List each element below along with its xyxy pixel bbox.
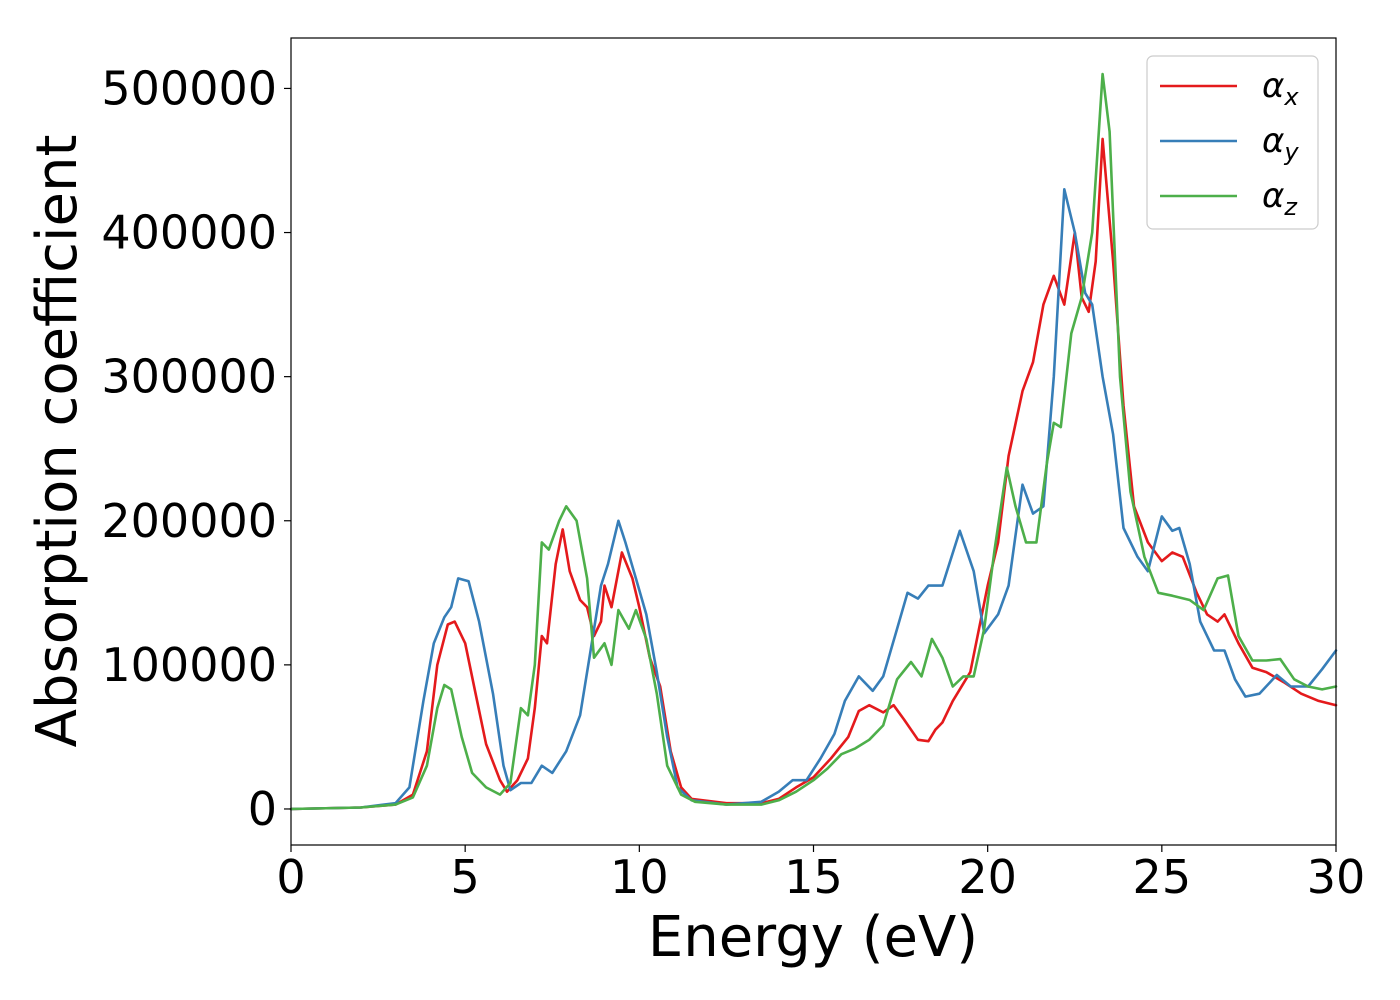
y-axis-ticks: 0 100000 200000 300000 400000 500000	[101, 61, 291, 836]
x-tick-label: 20	[958, 850, 1017, 904]
y-tick-label: 100000	[101, 638, 277, 692]
x-tick-label: 0	[276, 850, 305, 904]
x-tick-label: 5	[451, 850, 480, 904]
legend-box	[1146, 55, 1319, 230]
y-tick-label: 200000	[101, 494, 277, 548]
x-axis-ticks: 0 5 10 15 20 25 30	[276, 845, 1365, 904]
series-line-alpha-y	[289, 188, 1338, 811]
x-tick-label: 15	[784, 850, 843, 904]
legend-label-alpha-x: αx	[1262, 66, 1299, 111]
series-layer	[289, 72, 1338, 811]
series-line-alpha-x	[289, 137, 1338, 811]
y-tick-label: 300000	[101, 350, 277, 404]
series-line-alpha-z	[289, 72, 1338, 811]
x-tick-label: 30	[1307, 850, 1366, 904]
y-axis-label: Absorption coefficient	[25, 135, 90, 748]
x-tick-label: 10	[610, 850, 669, 904]
legend-label-alpha-z: αz	[1262, 176, 1298, 221]
legend: αx αy αz	[1146, 55, 1319, 230]
legend-label-alpha-y: αy	[1262, 121, 1299, 166]
y-tick-label: 0	[248, 782, 277, 836]
y-tick-label: 500000	[101, 61, 277, 115]
y-tick-label: 400000	[101, 206, 277, 260]
x-axis-label: Energy (eV)	[648, 905, 978, 970]
x-tick-label: 25	[1133, 850, 1192, 904]
